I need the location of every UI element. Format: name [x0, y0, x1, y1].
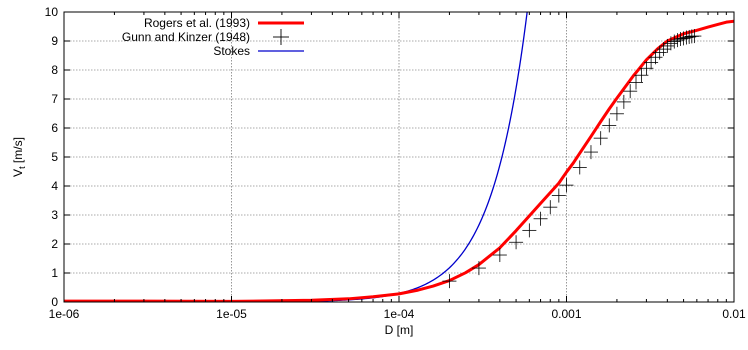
y-tick-label: 9	[51, 34, 58, 48]
gunn-kinzer-point	[656, 42, 671, 57]
gunn-kinzer-point	[667, 34, 682, 49]
y-tick-label: 5	[51, 150, 58, 164]
y-tick-label: 7	[51, 92, 58, 106]
y-tick-label: 3	[51, 208, 58, 222]
gunn-kinzer-point	[663, 36, 678, 51]
gunn-kinzer-point	[652, 45, 667, 60]
gunn-kinzer-point	[442, 274, 457, 289]
legend-layer: Rogers et al. (1993)Gunn and Kinzer (194…	[122, 16, 304, 58]
gunn-kinzer-point	[629, 75, 644, 90]
y-axis-label: Vt [m/s]	[11, 137, 27, 177]
legend-label: Gunn and Kinzer (1948)	[122, 30, 250, 44]
rogers-line	[64, 19, 734, 302]
gunn-kinzer-point	[670, 33, 685, 48]
gunn-kinzer-point	[533, 211, 548, 226]
y-tick-label: 8	[51, 63, 58, 77]
x-tick-label: 0.001	[551, 307, 581, 321]
y-tick-label: 1	[51, 266, 58, 280]
gunn-kinzer-point	[543, 200, 558, 215]
y-tick-label: 10	[45, 5, 59, 19]
gunn-kinzer-point	[609, 106, 624, 121]
gunn-kinzer-point	[583, 145, 598, 160]
x-tick-label: 0.01	[722, 307, 746, 321]
x-tick-label: 1e-04	[384, 307, 415, 321]
stokes-line	[64, 12, 528, 302]
gunn-kinzer-point	[687, 29, 702, 44]
y-tick-label: 2	[51, 237, 58, 251]
gunn-kinzer-point	[492, 248, 507, 263]
gunn-kinzer-point	[682, 29, 697, 44]
gunn-kinzer-point	[616, 94, 631, 109]
y-axis-label-subscript: t	[17, 166, 27, 169]
gunn-kinzer-point	[623, 84, 638, 99]
y-axis-label-main: V	[11, 169, 25, 177]
gunn-kinzer-point	[509, 235, 524, 250]
gunn-kinzer-point	[679, 30, 694, 45]
gunn-kinzer-point	[673, 31, 688, 46]
y-tick-label: 0	[51, 295, 58, 309]
y-axis-label-unit: [m/s]	[11, 137, 25, 166]
gunn-kinzer-point	[572, 160, 587, 175]
gunn-kinzer-point	[522, 223, 537, 238]
tick-layer: 0 1 2 3 4 5 6 7 8 9 10 1e-06 1e-05 1e-04 0.001 0.01	[45, 5, 746, 321]
gunn-kinzer-point	[593, 131, 608, 146]
y-tick-label: 6	[51, 121, 58, 135]
legend-label: Stokes	[213, 44, 250, 58]
y-tick-label: 4	[51, 179, 58, 193]
x-tick-label: 1e-05	[216, 307, 247, 321]
gunn-kinzer-point	[602, 118, 617, 133]
gunn-kinzer-point	[676, 31, 691, 46]
legend-label: Rogers et al. (1993)	[144, 16, 250, 30]
x-axis-label: D [m]	[385, 323, 414, 337]
series-layer	[64, 12, 734, 302]
gunn-kinzer-point	[471, 261, 486, 276]
x-tick-label: 1e-06	[49, 307, 80, 321]
gunn-kinzer-point	[559, 178, 574, 193]
gunn-kinzer-point	[551, 188, 566, 203]
grid-layer	[64, 12, 734, 302]
